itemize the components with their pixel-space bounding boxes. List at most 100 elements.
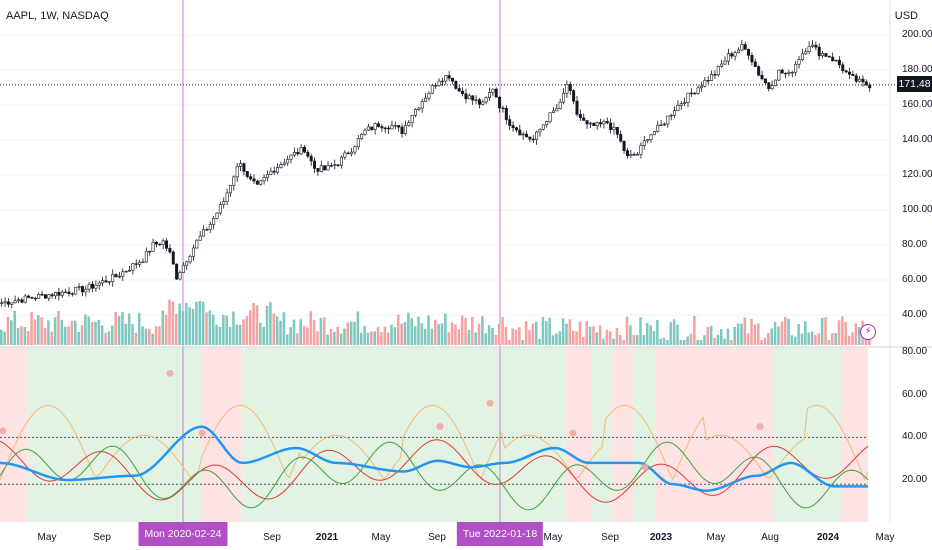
time-axis-label: Sep	[93, 532, 111, 543]
candle-body	[646, 139, 650, 142]
candle-body	[676, 104, 680, 111]
candle-body	[171, 251, 175, 265]
candle-body	[629, 154, 633, 157]
candle-body	[514, 127, 518, 131]
volume-bar	[84, 314, 87, 345]
volume-bar	[363, 326, 366, 345]
candle-body	[656, 124, 660, 132]
candle-body	[117, 275, 121, 278]
volume-bar	[793, 336, 797, 345]
volume-bar	[259, 322, 262, 345]
volume-bar	[306, 327, 309, 345]
volume-bar	[632, 334, 636, 345]
osc-small-marker	[198, 429, 206, 437]
time-axis-label: May	[543, 532, 563, 543]
volume-bar	[804, 321, 807, 345]
candle-body	[851, 73, 855, 76]
candle-body	[757, 66, 761, 76]
volume-bar	[807, 332, 811, 345]
volume-bar	[326, 334, 329, 345]
candle-body	[242, 163, 246, 172]
candle-body	[178, 272, 182, 280]
candle-body	[134, 263, 138, 265]
last-price-tag: 171.48	[897, 76, 932, 92]
volume-bar	[359, 332, 363, 345]
candle-body	[269, 170, 273, 175]
volume-bar	[447, 332, 451, 345]
volume-bar	[131, 323, 134, 345]
volume-bar	[467, 329, 471, 345]
candle-body	[333, 164, 337, 166]
price-axis-label: 40.00	[902, 309, 928, 320]
volume-bar	[289, 327, 292, 345]
candle-body	[558, 101, 562, 109]
volume-bar	[191, 308, 195, 345]
candle-body	[868, 84, 872, 89]
candle-body	[195, 239, 199, 249]
lightning-icon[interactable]: ⚡	[860, 324, 876, 340]
candle-body	[494, 88, 498, 98]
volume-bar	[841, 316, 844, 345]
candle-body	[0, 302, 4, 304]
volume-bar	[585, 321, 588, 345]
volume-bar	[545, 321, 548, 345]
volume-bar	[730, 340, 733, 345]
candle-body	[666, 115, 670, 125]
candle-body	[265, 174, 269, 178]
candle-body	[67, 291, 71, 294]
volume-bar	[181, 311, 185, 345]
volume-bar	[847, 335, 851, 345]
candle-body	[276, 167, 280, 173]
candle-body	[615, 127, 619, 135]
candle-body	[784, 72, 788, 75]
candle-body	[743, 44, 747, 50]
volume-bar	[124, 323, 128, 345]
candle-body	[215, 212, 219, 219]
volume-bar	[797, 324, 800, 345]
candle-body	[124, 270, 128, 273]
candle-body	[373, 123, 377, 130]
volume-bar	[706, 326, 710, 345]
volume-bar	[121, 311, 124, 345]
volume-bar	[198, 300, 202, 345]
volume-bar	[615, 328, 619, 345]
price-axis-label: 160.00	[902, 99, 932, 110]
time-axis-label: May	[875, 532, 895, 543]
candle-body	[279, 164, 283, 168]
candle-body	[847, 71, 851, 75]
candle-body	[565, 83, 569, 94]
volume-bar	[679, 340, 683, 345]
volume-bar	[760, 340, 763, 345]
volume-bar	[60, 319, 64, 345]
volume-bar	[245, 316, 249, 345]
volume-bar	[336, 326, 339, 345]
candle-body	[457, 88, 461, 92]
candle-body	[420, 101, 424, 109]
osc-background-band	[693, 347, 774, 522]
volume-bar	[669, 322, 673, 345]
candle-body	[662, 123, 666, 126]
volume-bar	[814, 334, 817, 345]
candle-body	[575, 100, 579, 115]
volume-bar	[504, 327, 508, 345]
volume-bar	[578, 321, 582, 345]
candle-body	[97, 282, 101, 286]
volume-bar	[161, 310, 165, 345]
volume-bar	[322, 317, 326, 345]
candle-body	[259, 180, 263, 185]
candle-body	[592, 122, 596, 126]
candle-body	[864, 81, 868, 86]
candle-body	[228, 185, 232, 194]
volume-bar	[558, 331, 562, 345]
volume-bar	[740, 323, 743, 345]
volume-bar	[619, 335, 622, 345]
volume-bar	[622, 340, 625, 345]
volume-bar	[80, 325, 84, 345]
candle-body	[528, 136, 532, 140]
candle-body	[107, 281, 111, 283]
volume-bar	[383, 326, 387, 345]
volume-bar	[693, 316, 696, 345]
volume-bar	[370, 331, 373, 345]
candle-body	[834, 59, 838, 62]
